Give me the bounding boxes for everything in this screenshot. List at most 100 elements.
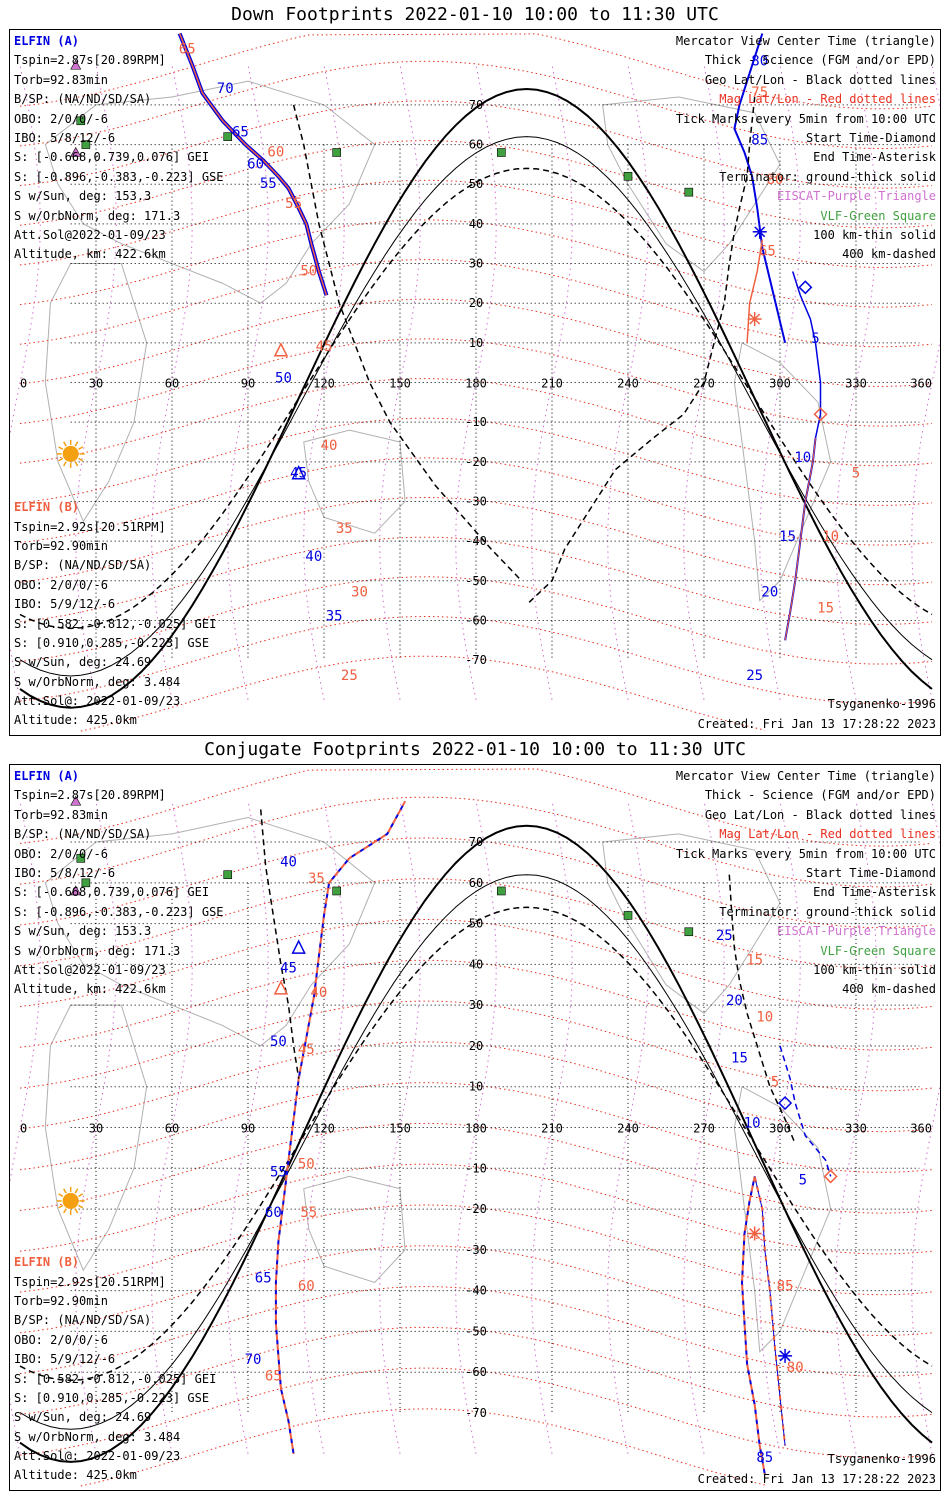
tick-label-a: 60: [247, 156, 264, 172]
legend-elfin-b-line: Torb=92.90min: [14, 1293, 108, 1308]
legend-elfin-a-line: OBO: 2/0/0/-6: [14, 846, 108, 861]
legend-elfin-b-line: S: [0.582,-0.812,-0.025] GEI: [14, 616, 217, 631]
legend-elfin-a-line: S: [-0.668,0.739,0.076] GEI: [14, 150, 210, 165]
lat-tick-label: -20: [465, 455, 487, 469]
lon-tick-label: 60: [165, 377, 179, 391]
mag-lon-line: [759, 65, 801, 700]
lat-tick-label: 70: [469, 98, 483, 112]
tick-label-a: 45: [280, 961, 297, 977]
lat-tick-label: 10: [469, 336, 483, 350]
legend-right-line: End Time-Asterisk: [813, 885, 936, 900]
legend-right-line: Mag Lat/Lon - Red dotted lines: [719, 92, 936, 107]
tick-label-a: 25: [746, 668, 763, 684]
lon-tick-label: 360: [910, 377, 932, 391]
lat-tick-label: 60: [469, 876, 483, 890]
mag-lon-line: [10, 65, 41, 700]
mag-lat-line: [19, 576, 933, 665]
geo-grid: [70, 841, 920, 1413]
tick-label-a: 40: [280, 855, 297, 871]
mag-lon-line: [227, 801, 269, 1454]
tick-label-b: 25: [341, 668, 358, 684]
lon-tick-label: 0: [20, 377, 27, 391]
legend-elfin-b-line: B/SP: (NA/ND/SD/SA): [14, 558, 152, 573]
legend-elfin-b-line: Torb=92.90min: [14, 538, 108, 553]
tick-label-a: 50: [275, 371, 292, 387]
legend-elfin-b-line: Tspin=2.92s[20.51RPM]: [14, 519, 166, 534]
axis-labels: 0 30 60 90 120 150 180 210 240 270 300 330 360 70 60 50…: [20, 835, 932, 1420]
mag-lon-line: [303, 801, 345, 1454]
mag-lat-line: [19, 378, 933, 467]
tick-label-b: 45: [298, 1042, 315, 1058]
lon-tick-label: 120: [313, 1122, 335, 1136]
legend-elfin-b-line: Att.Sol@: 2022-01-09/23: [14, 1449, 181, 1464]
mag-lon-line: [151, 65, 193, 700]
legend-elfin-b-line: IBO: 5/9/12/-6: [14, 597, 116, 612]
mag-lat-line: [19, 60, 933, 150]
legend-right-line: Terminator: ground-thick solid: [719, 904, 936, 919]
legend-elfin-a-line: Att.Sol@2022-01-09/23: [14, 227, 166, 242]
tick-label-a: 40: [305, 549, 322, 565]
tick-label-b: 5: [771, 1075, 779, 1091]
lon-tick-label: 270: [693, 1122, 715, 1136]
center-time-triangle-icon: [273, 980, 289, 995]
legend-elfin-b-line: S w/Sun, deg: 24.69: [14, 655, 152, 670]
mag-lon-line: [75, 801, 117, 1454]
lon-tick-label: 180: [465, 1122, 487, 1136]
lat-tick-label: 30: [469, 998, 483, 1012]
lat-tick-label: 60: [469, 138, 483, 152]
legend-elfin-a-line: Altitude, km: 422.6km: [14, 982, 166, 997]
lat-tick-label: 20: [469, 296, 483, 310]
lat-tick-label: -30: [465, 1243, 487, 1257]
legend-elfin-b-line: B/SP: (NA/ND/SD/SA): [14, 1313, 152, 1328]
legend-elfin-b-head: ELFIN (B): [14, 500, 80, 515]
created-label: Created: Fri Jan 13 17:28:22 2023: [697, 717, 936, 731]
start-time-diamond-icon: [798, 280, 813, 295]
lat-tick-label: -10: [465, 415, 487, 429]
legend-elfin-b-line: IBO: 5/9/12/-6: [14, 1352, 116, 1367]
lat-tick-label: -50: [465, 574, 487, 588]
mag-lon-line: [531, 65, 573, 700]
legend-elfin-a-line: Torb=92.83min: [14, 72, 108, 87]
tick-label-b: 65: [265, 1368, 282, 1384]
tick-label-a: 65: [255, 1270, 272, 1286]
legend-elfin-b: ELFIN (B) Tspin=2.92s[20.51RPM] Torb=92.90…: [14, 1253, 216, 1486]
legend-elfin-a-head: ELFIN (A): [14, 34, 80, 48]
legend-right-line: Tick Marks every 5min from 10:00 UTC: [675, 846, 936, 861]
legend-elfin-a-line: Altitude, km: 422.6km: [14, 247, 166, 262]
lat-tick-label: 50: [469, 917, 483, 931]
mag-lat-line: [80, 655, 765, 732]
mag-lat-line: [19, 536, 933, 625]
lat-tick-label: -20: [465, 1202, 487, 1216]
trace-elfin-b-start: [791, 271, 822, 439]
mag-lat-line: [19, 298, 933, 387]
panel-title-conjugate: Conjugate Footprints 2022-01-10 10:00 to…: [204, 739, 746, 760]
legend-right-line: Start Time-Diamond: [805, 130, 936, 145]
tick-label-a: 15: [731, 1050, 748, 1066]
legend-elfin-a-line: S w/OrbNorm, deg: 171.3: [14, 943, 181, 958]
end-time-asterisk-icon: [747, 312, 762, 327]
mag-lon-line: [683, 801, 725, 1454]
eiscat-triangle-icon: [70, 146, 82, 157]
legend-right-line: End Time-Asterisk: [813, 150, 936, 165]
tick-label-a: 5: [799, 1173, 807, 1189]
tick-label-a: 60: [265, 1205, 282, 1221]
mag-lon-line: [607, 65, 649, 700]
legend-elfin-a-line: B/SP: (NA/ND/SD/SA): [14, 92, 152, 107]
start-time-diamond-icon: [778, 1095, 793, 1111]
tick-label-b: 15: [746, 952, 763, 968]
center-time-triangle-icon: [291, 465, 306, 480]
legend-right-line: Mercator View Center Time (triangle): [675, 34, 936, 48]
legend-elfin-a: ELFIN (A) Tspin=2.87s[20.89RPM] Torb=92.83…: [14, 767, 224, 1000]
legend-elfin-a-line: Tspin=2.87s[20.89RPM]: [14, 53, 166, 68]
lat-tick-label: -30: [465, 494, 487, 508]
legend-right-line: 100 km-thin solid: [813, 227, 936, 242]
tick-label-a: 20: [726, 993, 743, 1009]
legend-right-line: Mag Lat/Lon - Red dotted lines: [719, 827, 936, 842]
lon-tick-label: 90: [241, 1122, 255, 1136]
mag-lat-line: [19, 457, 933, 546]
mag-lat-line: [19, 338, 933, 427]
mag-lon-line: [379, 801, 421, 1454]
lat-tick-label: -60: [465, 1365, 487, 1379]
eiscat-triangle-icon: [70, 795, 82, 806]
mag-lon-line: [531, 801, 573, 1454]
